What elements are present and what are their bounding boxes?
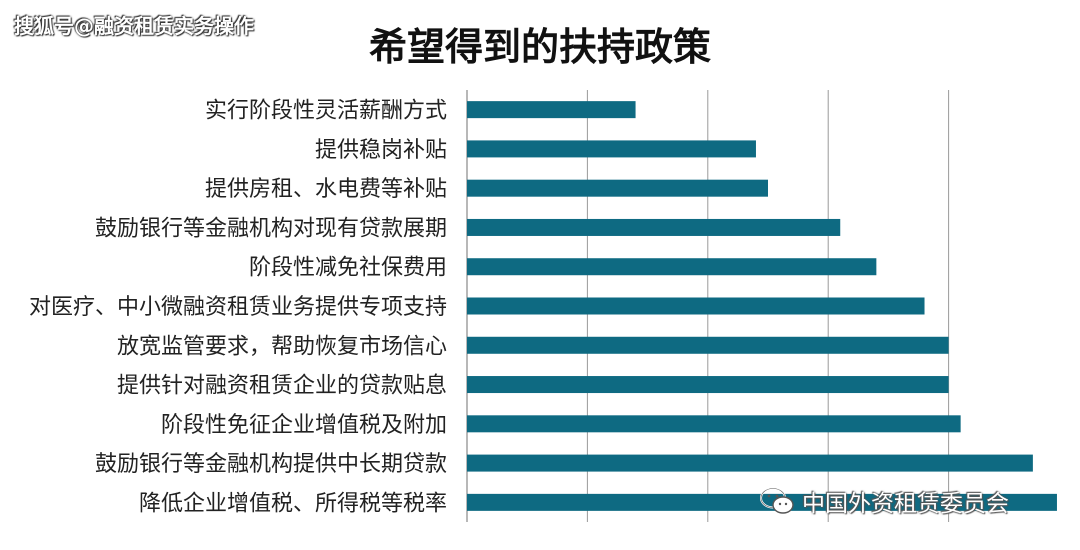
category-label: 阶段性减免社保费用 — [249, 256, 447, 281]
wechat-icon — [760, 487, 794, 514]
wechat-account-name: 中国外资租赁委员会 — [802, 491, 1009, 517]
bar — [467, 140, 756, 158]
chart-title: 希望得到的扶持政策 — [368, 25, 711, 69]
source-watermark: 搜狐号@融资租赁实务操作 — [14, 14, 254, 38]
bar — [467, 336, 949, 354]
bar — [467, 376, 949, 394]
bar — [467, 179, 768, 197]
category-label: 阶段性免征企业增值税及附加 — [161, 413, 447, 438]
bar — [467, 297, 925, 315]
category-label: 提供针对融资租赁企业的贷款贴息 — [117, 374, 447, 399]
category-label: 实行阶段性灵活薪酬方式 — [205, 99, 447, 124]
wechat-watermark: 中国外资租赁委员会 — [760, 484, 1009, 518]
bars — [467, 101, 1057, 511]
category-label: 鼓励银行等金融机构对现有贷款展期 — [95, 216, 447, 241]
category-labels: 实行阶段性灵活薪酬方式提供稳岗补贴提供房租、水电费等补贴鼓励银行等金融机构对现有… — [29, 99, 447, 517]
category-label: 对医疗、中小微融资租赁业务提供专项支持 — [29, 295, 447, 320]
category-label: 提供房租、水电费等补贴 — [205, 177, 447, 202]
bar — [467, 415, 961, 433]
bar — [467, 454, 1033, 472]
category-label: 鼓励银行等金融机构提供中长期贷款 — [95, 452, 447, 477]
category-label: 放宽监管要求，帮助恢复市场信心 — [117, 334, 447, 359]
category-label: 降低企业增值税、所得税等税率 — [139, 491, 447, 516]
bar — [467, 101, 636, 119]
bar — [467, 258, 877, 276]
category-label: 提供稳岗补贴 — [315, 138, 447, 163]
bar — [467, 218, 841, 236]
